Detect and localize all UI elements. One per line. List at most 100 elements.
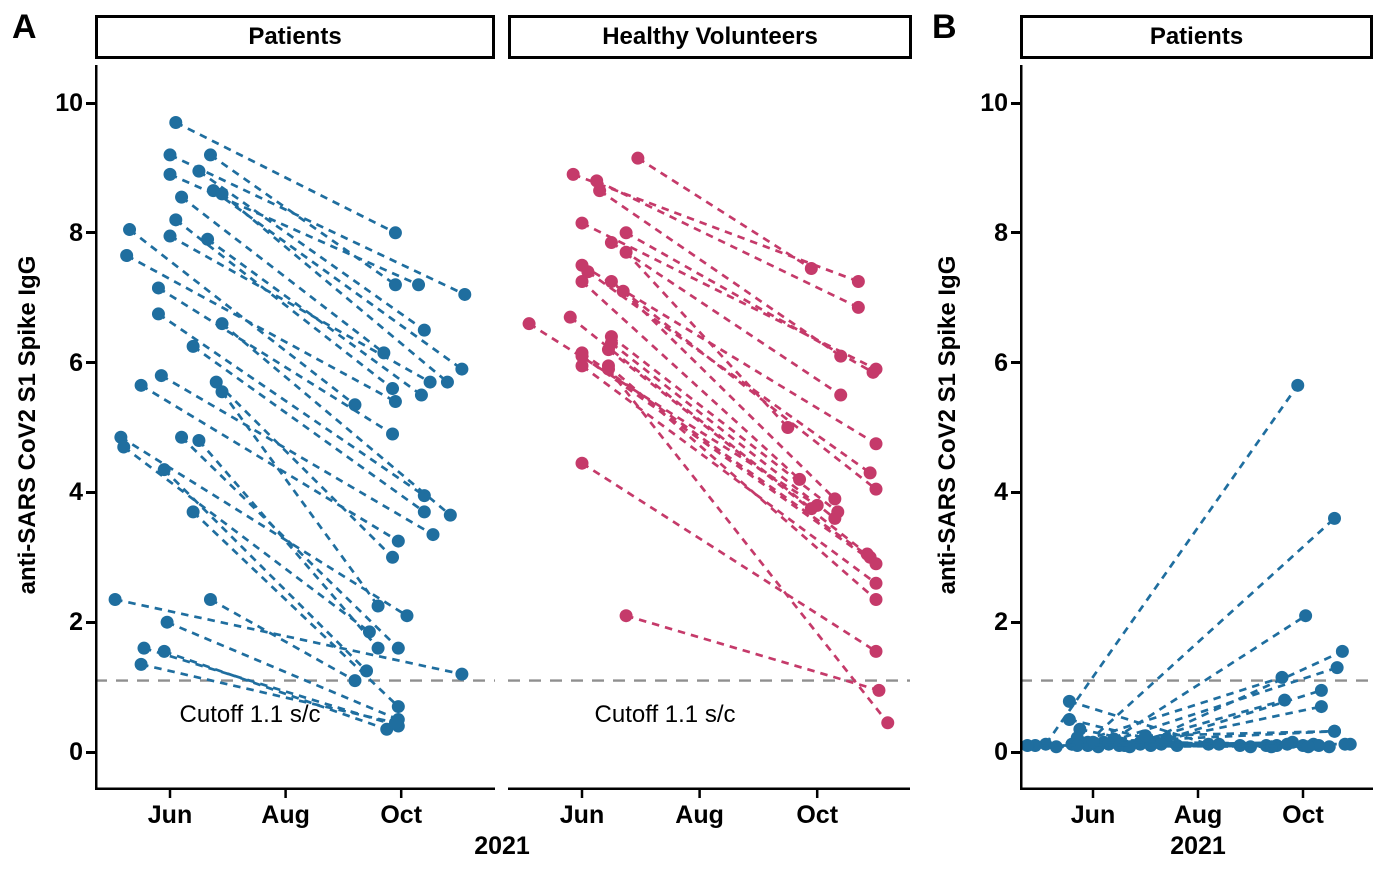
data-point — [1062, 694, 1076, 708]
data-point — [863, 466, 877, 480]
trajectory-line — [607, 348, 869, 556]
data-point — [203, 592, 217, 606]
data-point — [1314, 683, 1328, 697]
trajectory-line — [1113, 614, 1307, 741]
data-point — [1062, 713, 1076, 727]
data-point — [458, 287, 472, 301]
data-point — [186, 505, 200, 519]
data-point — [1301, 740, 1315, 754]
data-point — [869, 557, 883, 571]
trajectory-line — [596, 179, 859, 309]
data-point — [414, 388, 428, 402]
trajectory-line — [122, 445, 371, 634]
x-axis-title-a: 2021 — [474, 832, 530, 860]
y-tick-label: 8 — [69, 218, 83, 247]
data-point — [575, 274, 589, 288]
data-point — [851, 300, 865, 314]
data-point — [151, 281, 165, 295]
trajectory-line — [581, 280, 801, 481]
data-point — [154, 369, 168, 383]
data-point — [386, 427, 400, 441]
trajectory-line — [581, 355, 877, 565]
data-point — [348, 398, 362, 412]
data-point — [828, 511, 842, 525]
trajectory-line — [1071, 676, 1283, 746]
trajectory-line — [587, 270, 871, 475]
trajectory-line — [610, 241, 842, 397]
trajectory-line — [1044, 384, 1299, 745]
data-point — [134, 378, 148, 392]
data-point — [117, 440, 131, 454]
trajectory-line — [192, 510, 400, 708]
data-point — [400, 609, 414, 623]
data-point — [169, 213, 183, 227]
data-point — [1335, 644, 1349, 658]
data-point — [186, 339, 200, 353]
y-axis-title-a: anti-SARS CoV2 S1 Spike IgG — [14, 255, 41, 595]
data-point — [866, 365, 880, 379]
y-tick-label: 0 — [994, 738, 1008, 766]
data-point — [123, 223, 137, 237]
data-point — [388, 395, 402, 409]
trajectory-line — [607, 368, 889, 724]
data-point — [1086, 735, 1100, 749]
data-point — [1139, 729, 1152, 743]
trajectory-line — [610, 342, 836, 520]
trajectory-line — [1068, 700, 1209, 746]
data-point — [616, 284, 630, 298]
data-point — [601, 362, 615, 376]
data-point — [157, 463, 171, 477]
data-point — [151, 307, 165, 321]
trajectory-line — [581, 221, 877, 371]
data-point — [619, 609, 633, 623]
data-point — [604, 236, 618, 250]
trajectory-line — [140, 384, 400, 543]
y-tick-label: 6 — [69, 348, 83, 377]
data-point — [804, 261, 818, 275]
y-tick-label: 8 — [994, 218, 1008, 247]
y-tick-mark — [1011, 750, 1020, 754]
data-point — [1020, 739, 1034, 753]
panel-a-label: A — [12, 8, 37, 46]
trajectory-line — [180, 436, 400, 650]
data-point — [581, 265, 595, 279]
y-axis-title-b: anti-SARS CoV2 S1 Spike IgG — [934, 255, 961, 595]
data-point — [1328, 724, 1341, 738]
y-tick-mark — [86, 750, 95, 754]
trajectory-line — [206, 238, 423, 397]
trajectory-line — [581, 364, 877, 585]
patients-a-plot — [95, 65, 495, 798]
trajectory-line — [1092, 740, 1309, 749]
data-point — [834, 388, 848, 402]
data-point — [163, 148, 177, 162]
data-point — [391, 700, 405, 714]
trajectory-line — [140, 663, 396, 725]
trajectory-line — [1145, 729, 1335, 738]
data-point — [108, 592, 122, 606]
data-point — [175, 430, 189, 444]
trajectory-line — [160, 374, 434, 536]
y-tick-mark — [86, 101, 95, 105]
trajectory-line — [128, 228, 356, 406]
trajectory-line — [163, 468, 368, 672]
trajectory-line — [637, 157, 813, 270]
data-point — [851, 274, 865, 288]
y-tick-mark — [1011, 361, 1020, 365]
data-point — [593, 184, 607, 198]
trajectory-line — [221, 322, 452, 517]
data-point — [1338, 737, 1352, 751]
data-point — [869, 592, 883, 606]
data-point — [175, 190, 189, 204]
data-point — [575, 359, 589, 373]
data-point — [388, 716, 402, 730]
y-tick-label: 0 — [69, 738, 83, 766]
trajectory-line — [175, 121, 397, 235]
data-point — [1275, 670, 1289, 684]
data-point — [386, 550, 400, 564]
data-point — [412, 278, 426, 292]
data-point — [417, 323, 431, 337]
trajectory-line — [212, 189, 463, 371]
trajectory-line — [572, 173, 859, 283]
data-point — [872, 683, 886, 697]
